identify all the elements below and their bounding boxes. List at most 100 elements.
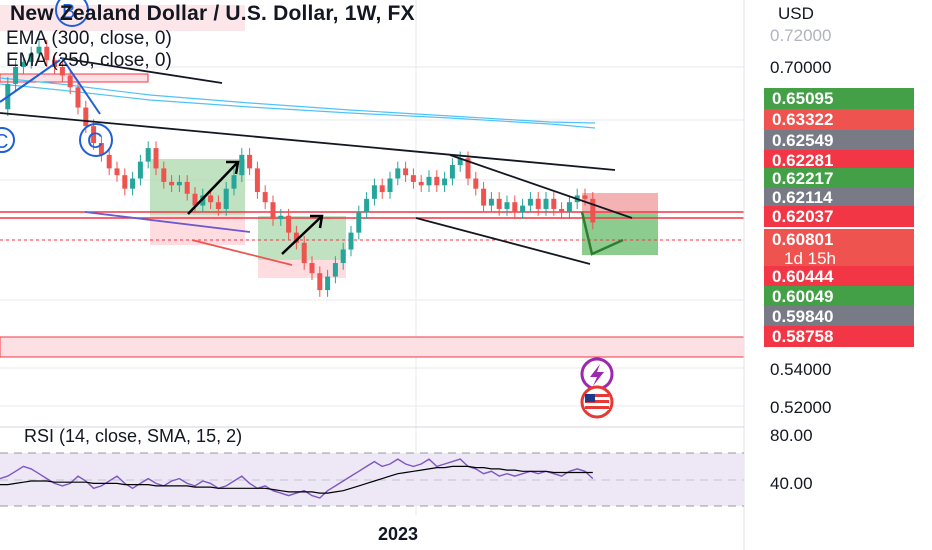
- candle-body: [520, 205, 526, 213]
- chart-title: New Zealand Dollar / U.S. Dollar, 1W, FX: [10, 2, 415, 25]
- candle-body: [192, 193, 198, 206]
- current-price-value: 0.60801: [772, 230, 834, 249]
- candle-body: [543, 198, 549, 209]
- candle-body: [114, 168, 120, 176]
- candle-body: [559, 208, 565, 213]
- candle-body: [106, 154, 112, 169]
- us-flag-event-icon[interactable]: [580, 385, 614, 419]
- price-tag: 0.62037: [764, 206, 914, 227]
- candle-body: [223, 188, 229, 209]
- ema-250-line: [0, 77, 596, 124]
- wave-label-c: C: [87, 128, 103, 153]
- price-tag: 0.62549: [764, 130, 914, 151]
- candle-body: [504, 202, 510, 209]
- candle-body: [496, 198, 502, 209]
- candle-body: [434, 176, 440, 186]
- trendlines: [0, 57, 633, 266]
- price-tag: 0.62217: [764, 168, 914, 189]
- price-tag: 0.65095: [764, 88, 914, 109]
- current-price-tag: 0.60801 1d 15h: [764, 229, 914, 268]
- price-tag: 0.60049: [764, 286, 914, 307]
- candle-body: [176, 181, 182, 186]
- candle-body: [379, 185, 385, 193]
- candle-body: [36, 46, 42, 54]
- candle-body: [340, 249, 346, 264]
- price-axis-label: 0.54000: [770, 360, 832, 379]
- candle-body: [465, 158, 471, 179]
- candle-body: [91, 126, 97, 144]
- candle-body: [566, 202, 572, 213]
- price-tag: 0.62281: [764, 150, 914, 171]
- candle-body: [590, 198, 596, 223]
- price-axis-label: 0.72000: [770, 26, 832, 45]
- candle-body: [215, 202, 221, 209]
- candle-body: [403, 168, 409, 176]
- candle-body: [309, 263, 315, 274]
- candle-body: [582, 195, 588, 199]
- rsi-legend[interactable]: RSI (14, close, SMA, 15, 2): [24, 426, 243, 446]
- candle-body: [512, 202, 518, 213]
- candle-body: [184, 181, 190, 194]
- wave-markers: [0, 0, 113, 157]
- support-zone: [0, 336, 745, 358]
- candle-body: [59, 67, 65, 76]
- candle-body: [247, 154, 253, 169]
- candle-body: [286, 215, 292, 233]
- candle-body: [457, 158, 463, 166]
- currency-label[interactable]: USD: [778, 4, 814, 23]
- candle-body: [301, 242, 307, 264]
- candle-body: [442, 178, 448, 186]
- candle-body: [348, 232, 354, 250]
- candle-body: [293, 232, 299, 243]
- candle-body: [395, 168, 401, 179]
- candle-body: [145, 148, 151, 162]
- candle-body: [67, 75, 73, 88]
- candle-body: [169, 181, 175, 186]
- candle-body: [137, 161, 143, 179]
- candle-body: [200, 195, 206, 206]
- candle-body: [208, 195, 214, 203]
- candle-body: [535, 198, 541, 209]
- candle-body: [418, 181, 424, 186]
- candle-body: [332, 263, 338, 277]
- rsi-axis-label: 80.00: [770, 426, 813, 445]
- top-left-zone: [0, 5, 245, 31]
- wave-label-b: B: [62, 1, 75, 23]
- ema-300-legend[interactable]: EMA (300, close, 0): [6, 28, 172, 49]
- candle-body: [122, 175, 128, 189]
- candle-body: [20, 61, 26, 67]
- countdown-label: 1d 15h: [784, 249, 836, 268]
- candle-body: [153, 148, 159, 169]
- candle-body: [262, 192, 268, 203]
- candle-body: [410, 175, 416, 182]
- ema-250-legend[interactable]: EMA (250, close, 0): [6, 50, 172, 71]
- candle-body: [317, 273, 323, 291]
- price-tag: 0.58758: [764, 326, 914, 347]
- candle-body: [278, 215, 284, 220]
- lightning-event-icon[interactable]: [580, 357, 614, 391]
- candles: [5, 39, 596, 297]
- candle-body: [527, 198, 533, 206]
- candle-body: [325, 276, 331, 291]
- candle-body: [488, 198, 494, 206]
- candle-body: [356, 212, 362, 233]
- candle-body: [98, 143, 104, 155]
- candle-body: [254, 168, 260, 193]
- candle-body: [28, 53, 34, 62]
- price-tag: 0.59840: [764, 306, 914, 327]
- rsi-pane: [0, 426, 744, 507]
- rsi-line: [0, 458, 594, 499]
- price-tag: 0.63322: [764, 109, 914, 130]
- candle-body: [364, 198, 370, 213]
- price-axis-label: 0.52000: [770, 398, 832, 417]
- candle-body: [83, 107, 89, 127]
- rsi-axis-label: 40.00: [770, 474, 813, 493]
- candle-body: [130, 178, 136, 189]
- position-box-2-loss: [258, 260, 346, 278]
- ema-300-line: [0, 83, 596, 129]
- price-tag: 0.62114: [764, 187, 914, 208]
- candle-body: [239, 154, 245, 176]
- candle-body: [387, 178, 393, 193]
- candle-body: [13, 67, 19, 84]
